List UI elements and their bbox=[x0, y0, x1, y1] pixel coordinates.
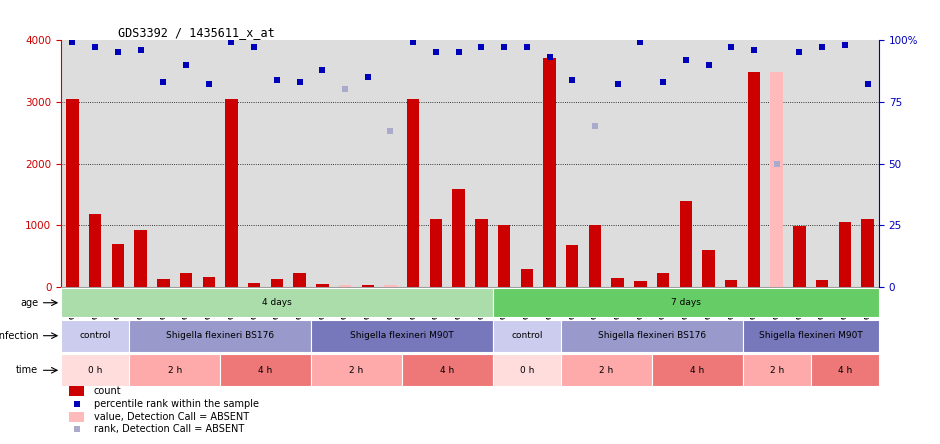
Bar bbox=[743, 320, 879, 352]
Bar bbox=[271, 279, 283, 287]
Text: 4 h: 4 h bbox=[690, 366, 704, 375]
Bar bbox=[226, 99, 238, 287]
Bar bbox=[130, 320, 311, 352]
Text: rank, Detection Call = ABSENT: rank, Detection Call = ABSENT bbox=[94, 424, 244, 434]
Bar bbox=[407, 99, 419, 287]
Bar bbox=[611, 278, 624, 287]
Bar bbox=[293, 273, 306, 287]
Text: infection: infection bbox=[0, 331, 39, 341]
Text: 2 h: 2 h bbox=[599, 366, 614, 375]
Bar bbox=[248, 283, 260, 287]
Text: count: count bbox=[94, 386, 121, 396]
Bar bbox=[493, 320, 561, 352]
Bar bbox=[561, 320, 743, 352]
Bar bbox=[657, 273, 669, 287]
Bar bbox=[475, 219, 488, 287]
Text: 2 h: 2 h bbox=[770, 366, 784, 375]
Bar bbox=[61, 320, 130, 352]
Bar bbox=[402, 354, 493, 386]
Bar bbox=[112, 244, 124, 287]
Bar bbox=[70, 412, 84, 421]
Bar bbox=[66, 99, 79, 287]
Bar bbox=[452, 190, 465, 287]
Bar bbox=[61, 288, 493, 317]
Bar bbox=[747, 72, 760, 287]
Text: 4 days: 4 days bbox=[262, 298, 291, 307]
Bar bbox=[493, 288, 879, 317]
Text: 2 h: 2 h bbox=[167, 366, 181, 375]
Text: 0 h: 0 h bbox=[520, 366, 534, 375]
Bar bbox=[793, 226, 806, 287]
Text: Shigella flexineri M90T: Shigella flexineri M90T bbox=[350, 331, 454, 340]
Text: 2 h: 2 h bbox=[350, 366, 364, 375]
Bar bbox=[861, 219, 874, 287]
Text: control: control bbox=[511, 331, 542, 340]
Bar bbox=[725, 280, 738, 287]
Bar bbox=[384, 285, 397, 287]
Bar bbox=[316, 284, 329, 287]
Bar bbox=[61, 354, 130, 386]
Text: control: control bbox=[79, 331, 111, 340]
Text: Shigella flexineri M90T: Shigella flexineri M90T bbox=[759, 331, 863, 340]
Text: 7 days: 7 days bbox=[671, 298, 700, 307]
Bar bbox=[561, 354, 651, 386]
Bar bbox=[180, 273, 193, 287]
Bar bbox=[493, 354, 561, 386]
Bar bbox=[680, 201, 692, 287]
Bar bbox=[362, 285, 374, 287]
Bar bbox=[816, 280, 828, 287]
Text: Shigella flexineri BS176: Shigella flexineri BS176 bbox=[166, 331, 274, 340]
Text: Shigella flexineri BS176: Shigella flexineri BS176 bbox=[598, 331, 706, 340]
Bar bbox=[771, 72, 783, 287]
Text: 4 h: 4 h bbox=[258, 366, 273, 375]
Bar bbox=[634, 281, 647, 287]
Bar bbox=[566, 245, 578, 287]
Text: 4 h: 4 h bbox=[838, 366, 852, 375]
Bar bbox=[134, 230, 147, 287]
Bar bbox=[311, 354, 402, 386]
Bar bbox=[311, 320, 493, 352]
Text: time: time bbox=[16, 365, 39, 375]
Bar bbox=[202, 277, 215, 287]
Text: GDS3392 / 1435611_x_at: GDS3392 / 1435611_x_at bbox=[118, 26, 275, 39]
Bar bbox=[521, 269, 533, 287]
Bar bbox=[430, 219, 442, 287]
Text: value, Detection Call = ABSENT: value, Detection Call = ABSENT bbox=[94, 412, 249, 422]
Text: age: age bbox=[21, 298, 39, 308]
Bar bbox=[838, 222, 851, 287]
Text: percentile rank within the sample: percentile rank within the sample bbox=[94, 399, 258, 409]
Bar bbox=[588, 225, 602, 287]
Text: 0 h: 0 h bbox=[88, 366, 102, 375]
Bar bbox=[89, 214, 102, 287]
Bar bbox=[743, 354, 811, 386]
Bar bbox=[811, 354, 879, 386]
Bar bbox=[498, 225, 510, 287]
Bar bbox=[651, 354, 743, 386]
Bar bbox=[157, 279, 169, 287]
Bar bbox=[543, 59, 556, 287]
Bar bbox=[338, 285, 352, 287]
Bar bbox=[70, 386, 84, 396]
Bar bbox=[220, 354, 311, 386]
Bar bbox=[130, 354, 220, 386]
Bar bbox=[702, 250, 714, 287]
Text: 4 h: 4 h bbox=[440, 366, 454, 375]
